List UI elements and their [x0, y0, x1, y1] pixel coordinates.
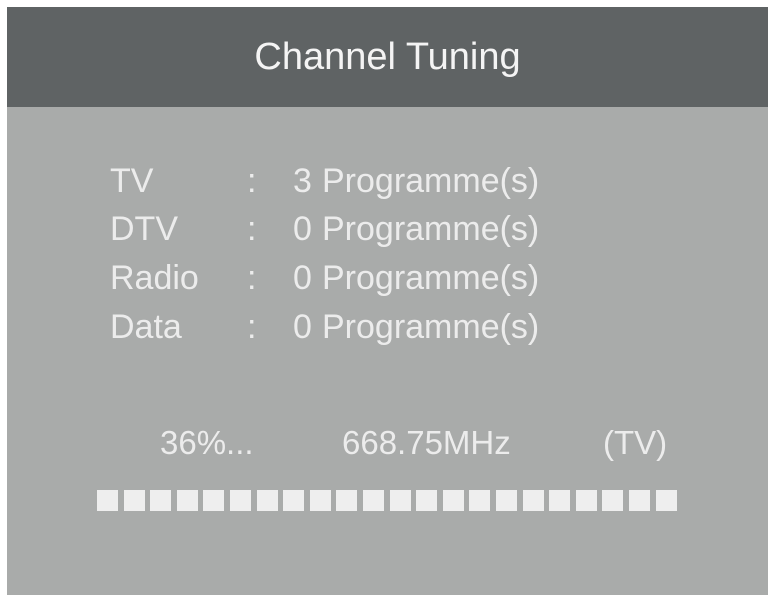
row-colon: : [247, 210, 257, 248]
signal-type: (TV) [603, 424, 668, 461]
progress-block [203, 490, 225, 511]
row-colon: : [247, 162, 257, 200]
progress-block [629, 490, 650, 511]
page-title: Channel Tuning [7, 7, 768, 107]
row-label: TV [110, 162, 154, 200]
progress-block [469, 490, 491, 511]
data-row: Data : 0 Programme(s) [7, 305, 768, 349]
progress-block [442, 490, 464, 511]
progress-percent: 36%... [160, 424, 254, 461]
progress-block [389, 490, 411, 511]
scan-status: 36%... 668.75MHz (TV) [7, 421, 768, 465]
progress-block [283, 490, 305, 511]
progress-block [336, 490, 358, 511]
progress-block [97, 490, 118, 511]
row-unit: Programme(s) [322, 259, 540, 297]
progress-block [256, 490, 278, 511]
row-colon: : [247, 308, 257, 346]
row-unit: Programme(s) [322, 308, 540, 346]
progress-block [416, 490, 438, 511]
progress-block [655, 490, 677, 511]
progress-block [575, 490, 597, 511]
progress-block [602, 490, 624, 511]
progress-block [309, 490, 331, 511]
channel-tuning-panel: Channel Tuning TV : 3 Programme(s) DTV :… [7, 7, 768, 595]
row-unit: Programme(s) [322, 210, 540, 248]
progress-block [123, 490, 145, 511]
tv-row: TV : 3 Programme(s) [7, 159, 768, 203]
row-label: DTV [110, 210, 178, 248]
row-unit: Programme(s) [322, 162, 540, 200]
progress-block [230, 490, 251, 511]
row-count: 3 [293, 162, 312, 200]
dtv-row: DTV : 0 Programme(s) [7, 207, 768, 251]
row-count: 0 [293, 308, 312, 346]
row-label: Radio [110, 259, 199, 297]
progress-block [522, 490, 544, 511]
progress-block [549, 490, 571, 511]
frequency: 668.75MHz [342, 424, 511, 461]
row-count: 0 [293, 259, 312, 297]
progress-bar [97, 490, 687, 511]
radio-row: Radio : 0 Programme(s) [7, 256, 768, 300]
row-count: 0 [293, 210, 312, 248]
progress-block [150, 490, 172, 511]
row-colon: : [247, 259, 257, 297]
progress-block [496, 490, 517, 511]
progress-block [363, 490, 384, 511]
progress-block [176, 490, 198, 511]
row-label: Data [110, 308, 182, 346]
